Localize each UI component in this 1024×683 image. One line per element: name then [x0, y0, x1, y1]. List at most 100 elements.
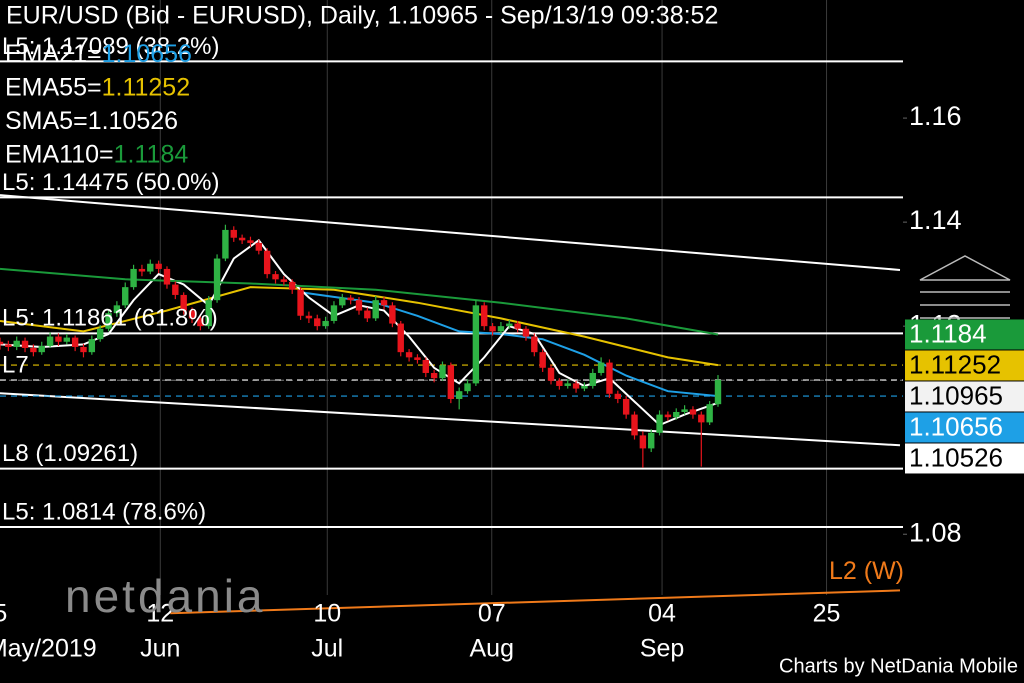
legend-entry: EMA55=1.11252 — [5, 73, 190, 101]
candle-body — [714, 379, 722, 405]
candle-body — [706, 404, 713, 423]
candle-body — [380, 300, 388, 306]
value-box-label: 1.10526 — [909, 442, 1003, 472]
candle-body — [405, 352, 413, 358]
candle-body — [255, 242, 263, 251]
candle-body — [389, 305, 396, 324]
y-tick-label: 1.16 — [909, 101, 962, 131]
legend-name: EMA55= — [5, 73, 102, 101]
value-box-label: 1.1184 — [909, 318, 987, 348]
candle-body — [531, 336, 538, 353]
x-tick-label: 25 — [813, 600, 841, 628]
candle-body — [481, 305, 488, 327]
candle-body — [472, 305, 480, 384]
candle-body — [614, 393, 622, 399]
candle-body — [489, 326, 496, 332]
candle-body — [522, 328, 530, 337]
candle-body — [506, 323, 513, 327]
candle-body — [447, 365, 455, 399]
candle-body — [547, 367, 555, 381]
candle-body — [272, 274, 279, 280]
candle-body — [689, 409, 697, 415]
candle-body — [46, 336, 54, 346]
candle-body — [464, 383, 471, 392]
legend-name: SMA5= — [5, 107, 88, 135]
watermark: netdania — [65, 570, 266, 622]
candle-body — [514, 323, 521, 329]
candle-body — [130, 268, 137, 288]
candle-body — [364, 310, 371, 319]
value-box — [905, 319, 1024, 350]
candle-body — [197, 318, 204, 327]
indicator-line — [0, 267, 719, 336]
candle-body — [280, 279, 288, 282]
candle-body — [673, 411, 680, 418]
candle-body — [289, 281, 296, 290]
level-label: L5: 1.14475 (50.0%) — [2, 169, 220, 196]
candle-body — [247, 240, 254, 243]
trend-label: L2 (W) — [829, 557, 904, 585]
x-tick-label: 07 — [478, 600, 506, 628]
candle-body — [105, 313, 112, 329]
candle-body — [397, 323, 404, 353]
candle-body — [172, 284, 179, 295]
candle-body — [414, 357, 421, 360]
candle-body — [497, 326, 505, 332]
level-label: L5: 1.0814 (78.6%) — [2, 498, 206, 525]
candle-body — [80, 346, 87, 353]
candle-body — [163, 268, 171, 285]
candle-body — [30, 348, 37, 353]
legend-name: EMA110= — [5, 140, 114, 168]
trend-line — [0, 194, 901, 271]
candle-body — [355, 300, 363, 311]
plot-layer — [0, 60, 903, 615]
candle-body — [564, 383, 571, 386]
candle-body — [422, 359, 429, 373]
candle-body — [648, 432, 655, 449]
candle-body — [38, 345, 45, 353]
label-layer: 15 12 10 07 04 25 May/2019 Jun Jul Aug Sep L5: 1.17… — [0, 33, 904, 663]
indicator-line — [0, 238, 719, 427]
chart-title: EUR/USD (Bid - EURUSD), Daily, 1.10965 -… — [6, 2, 718, 30]
level-label: L5: 1.11861 (61.8%) — [2, 305, 218, 332]
value-box-label: 1.10656 — [909, 411, 1003, 441]
value-box — [905, 443, 1024, 474]
legend-entry: EMA110=1.1184 — [5, 140, 188, 168]
candle-body — [5, 344, 12, 347]
candle-body — [664, 414, 672, 418]
candle-body — [430, 372, 438, 379]
legend-value: 1.10526 — [88, 107, 178, 135]
value-box-label: 1.10965 — [909, 380, 1003, 410]
candle-body — [631, 414, 638, 436]
candle-body — [681, 409, 688, 412]
value-box — [905, 350, 1024, 381]
legend-entry: EMA21=1.10656 — [5, 40, 192, 68]
candle-body — [21, 340, 29, 349]
scale-icon — [919, 255, 1011, 319]
candle-body — [606, 362, 613, 394]
candle-body — [213, 258, 221, 301]
candle-body — [639, 435, 647, 449]
candle-body — [597, 362, 605, 373]
candle-body — [589, 372, 596, 386]
candle-body — [539, 352, 546, 368]
value-box — [905, 412, 1024, 443]
legend-entry: SMA5=1.10526 — [5, 107, 178, 135]
x-tick-label: 12 — [146, 600, 174, 628]
candle-body — [339, 297, 346, 306]
candle-body — [322, 320, 329, 327]
candle-body — [0, 341, 4, 345]
value-box-label: 1.11252 — [909, 349, 1001, 379]
candle-body — [581, 385, 588, 389]
candle-body — [147, 263, 154, 272]
x-month-label: Jul — [311, 635, 343, 663]
candle-body — [205, 300, 212, 327]
candle-body — [230, 229, 237, 238]
level-label: L7 — [2, 352, 29, 379]
legend-value: 1.1184 — [114, 140, 189, 168]
candle-body — [238, 237, 246, 241]
x-month-label: Sep — [640, 635, 684, 663]
candle-body — [656, 414, 663, 433]
